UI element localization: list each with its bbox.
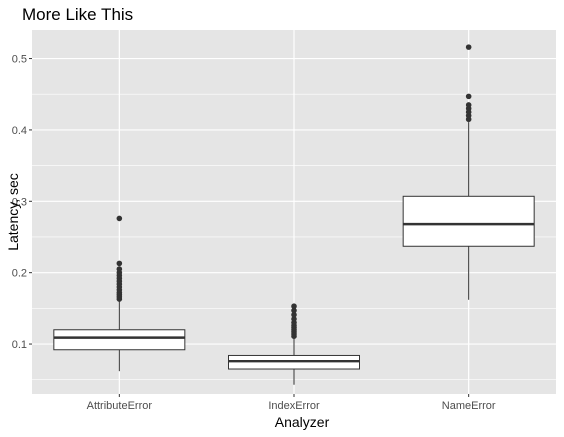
outlier-point — [116, 215, 123, 222]
x-tick-label: AttributeError — [87, 400, 153, 412]
y-axis: 0.1 0.2 0.3 0.4 0.5 — [12, 54, 32, 351]
x-axis-title: Analyzer — [275, 414, 330, 430]
outlier-point — [465, 93, 472, 100]
outlier-point — [116, 266, 123, 272]
outlier-point — [465, 102, 472, 108]
x-tick-label: NameError — [442, 400, 496, 412]
y-tick-label: 0.2 — [12, 268, 27, 280]
outlier-point — [116, 260, 123, 267]
y-tick-label: 0.3 — [12, 196, 27, 208]
x-tick-label: IndexError — [268, 400, 320, 412]
box-IndexError — [228, 303, 360, 385]
y-tick-label: 0.1 — [12, 339, 27, 351]
y-axis-title: Latency, sec — [5, 173, 21, 251]
outlier-point — [291, 311, 297, 318]
box-NameError — [402, 44, 535, 300]
chart-title: More Like This — [22, 5, 133, 24]
outlier-point — [465, 44, 472, 50]
y-tick-label: 0.5 — [12, 54, 27, 66]
box-body — [402, 195, 535, 247]
box-body — [53, 329, 186, 351]
outlier-point — [291, 316, 297, 322]
outlier-point — [291, 303, 297, 310]
box-AttributeError — [53, 215, 186, 372]
outlier-point — [291, 307, 297, 314]
box-layer — [53, 44, 535, 385]
x-axis: AttributeError IndexError NameError — [87, 394, 496, 412]
y-tick-label: 0.4 — [12, 125, 27, 137]
